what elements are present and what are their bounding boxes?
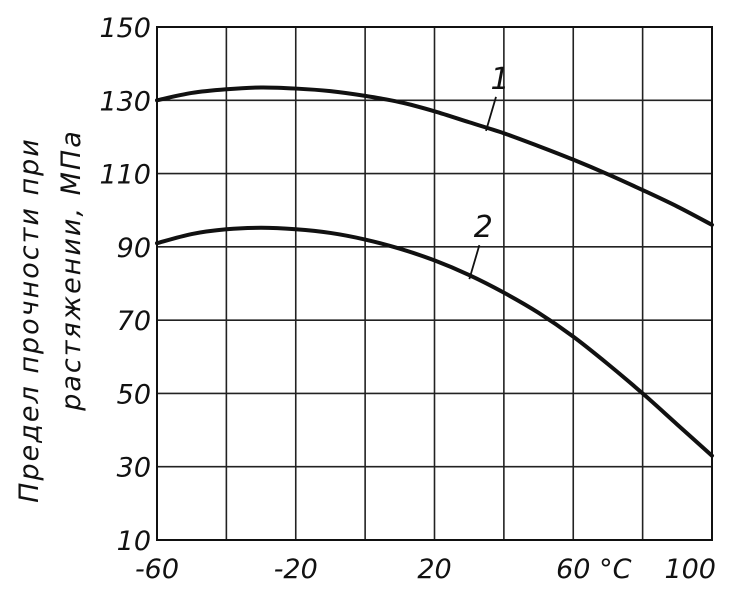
y-tick-label: 90: [117, 233, 151, 264]
plot-frame: [156, 26, 713, 541]
x-tick-label: 100: [664, 554, 716, 585]
y-tick-label: 10: [117, 526, 151, 557]
y-tick-labels: 10 30 50 70 90 110 130 150: [99, 13, 151, 557]
y-axis-label-line-2: растяжении, МПа: [56, 129, 87, 412]
curve-label-leader-1: [485, 96, 497, 132]
y-tick-label: 50: [117, 379, 151, 410]
x-tick-label: -60: [135, 554, 179, 585]
x-tick-label: 60: [556, 554, 590, 585]
series-group: [155, 85, 714, 458]
curve-label-2: 2: [474, 210, 493, 245]
x-tick-label: -20: [274, 554, 318, 585]
series-line-1: [155, 85, 714, 227]
curve-label-leaders: 12: [468, 62, 510, 280]
y-tick-label: 130: [99, 86, 151, 117]
grid: [156, 26, 713, 541]
x-tick-label: 20: [417, 554, 451, 585]
series-line-2: [155, 225, 714, 458]
curve-label-leader-2: [468, 244, 481, 280]
y-tick-label: 110: [99, 160, 151, 191]
y-tick-label: 150: [99, 13, 151, 44]
x-axis-unit-label: °C: [599, 554, 632, 585]
x-tick-labels: -60 -20 20 60 100: [135, 554, 716, 585]
y-tick-label: 70: [117, 306, 151, 337]
y-tick-label: 30: [117, 453, 151, 484]
y-axis-label-line-1: Предел прочности при: [14, 137, 45, 503]
curve-label-1: 1: [490, 62, 509, 97]
